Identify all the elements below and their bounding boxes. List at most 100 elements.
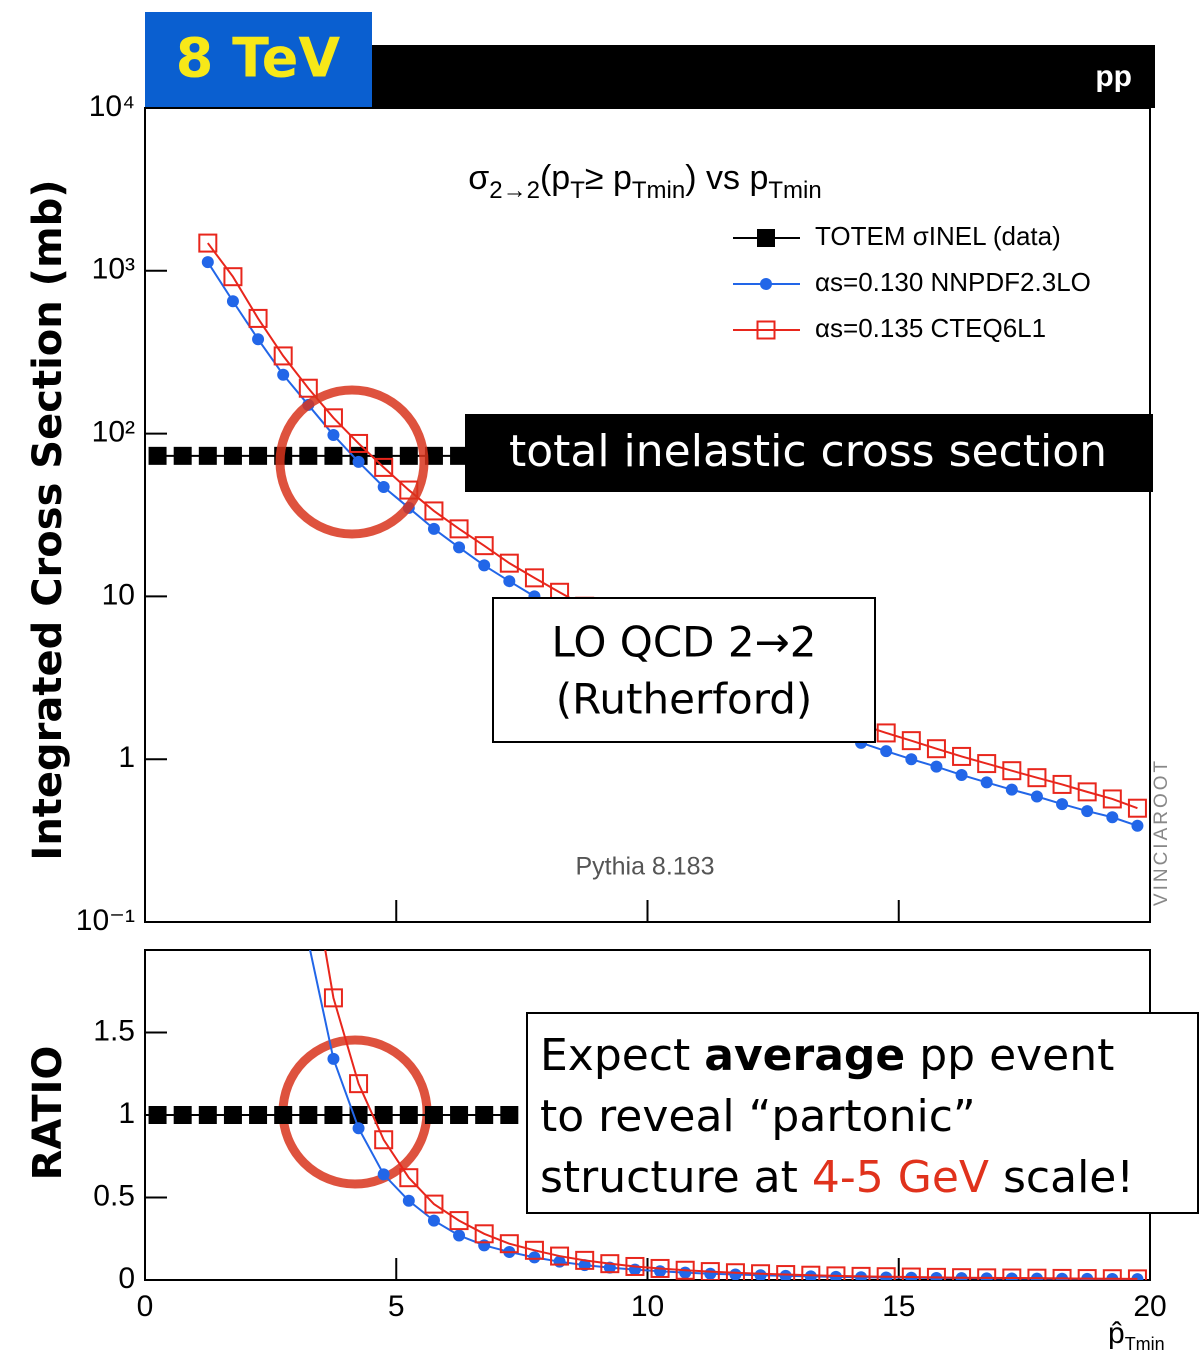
- title-text: σ: [468, 159, 489, 197]
- point: [352, 1122, 365, 1135]
- ratio-panel: 0 0.5 1 1.5 0 5 10 15 20: [93, 416, 1167, 1323]
- beam-label: pp: [1095, 60, 1132, 93]
- point: [499, 1234, 519, 1254]
- point: [1077, 782, 1097, 802]
- point: [503, 575, 516, 588]
- point: [499, 553, 519, 573]
- point: [1002, 1268, 1022, 1280]
- note-text: average: [704, 1030, 905, 1081]
- point: [729, 1268, 742, 1280]
- point: [453, 1229, 466, 1242]
- point: [424, 1106, 443, 1124]
- point: [905, 753, 918, 766]
- point: [399, 446, 418, 465]
- point: [700, 1262, 720, 1280]
- point: [424, 501, 444, 521]
- point: [449, 519, 469, 539]
- point: [352, 455, 365, 468]
- point: [1106, 811, 1119, 824]
- note-text: to reveal “partonic”: [540, 1091, 976, 1142]
- point: [374, 1106, 393, 1124]
- title-subscript: T: [570, 177, 585, 204]
- point: [427, 1214, 440, 1227]
- point: [1102, 789, 1122, 809]
- x-tick-label: 15: [882, 1290, 915, 1323]
- y-tick-label: 1.5: [93, 1014, 135, 1047]
- point: [675, 1260, 695, 1280]
- point: [952, 1268, 972, 1280]
- point: [173, 1106, 192, 1124]
- ratio-axis-title: RATIO: [25, 1046, 71, 1181]
- point: [275, 595, 292, 612]
- y-axis-title: Integrated Cross Section (mb): [25, 179, 71, 860]
- header-bar: [372, 45, 1155, 108]
- x-axis-title: p̂Tmin: [1108, 1317, 1165, 1354]
- y-tick-label: 1: [118, 741, 135, 774]
- point: [198, 1106, 217, 1124]
- point: [198, 233, 218, 253]
- point: [801, 1265, 821, 1280]
- point: [1056, 798, 1069, 811]
- point: [952, 746, 972, 766]
- point: [449, 1211, 469, 1231]
- point: [201, 256, 214, 269]
- point: [273, 346, 293, 366]
- title: σ2→2(pT≥ pTmin) vs pTmin: [468, 159, 821, 204]
- x-axis-title-sub: Tmin: [1125, 1334, 1165, 1354]
- point: [377, 1168, 390, 1181]
- point: [776, 1265, 796, 1280]
- model-label: (Rutherford): [556, 675, 813, 724]
- point: [650, 1258, 670, 1278]
- point: [424, 1194, 444, 1214]
- legend-marker: [756, 320, 776, 340]
- point: [453, 541, 466, 554]
- title-text: (p: [540, 159, 570, 197]
- point: [349, 1074, 369, 1094]
- note-text: structure at: [540, 1152, 812, 1203]
- point: [524, 568, 544, 588]
- point: [1030, 790, 1043, 803]
- note-text: scale!: [989, 1152, 1134, 1203]
- point: [299, 446, 318, 465]
- point: [300, 843, 317, 860]
- note-line: Expect average pp event: [540, 1030, 1114, 1081]
- point: [876, 723, 896, 743]
- point: [474, 536, 494, 556]
- point: [478, 1239, 491, 1252]
- point: [327, 429, 340, 442]
- band-label-box: [465, 414, 1153, 492]
- point: [302, 936, 314, 948]
- point: [1027, 1268, 1047, 1280]
- point: [173, 446, 192, 465]
- y-tick-label: 1: [118, 1097, 135, 1130]
- point: [901, 731, 921, 751]
- point: [450, 1106, 469, 1124]
- point: [1052, 1268, 1072, 1280]
- x-axis-title-main: p̂: [1108, 1317, 1125, 1350]
- point: [252, 416, 264, 428]
- point: [248, 308, 268, 328]
- point: [223, 267, 243, 287]
- note-line: structure at 4-5 GeV scale!: [540, 1152, 1134, 1203]
- point: [299, 1106, 318, 1124]
- point: [1002, 761, 1022, 781]
- title-text: ≥ p: [585, 159, 632, 197]
- point: [399, 1168, 419, 1188]
- y-tick-label: 10: [102, 578, 135, 611]
- point: [625, 1256, 645, 1276]
- model-label: LO QCD 2→2: [551, 618, 816, 667]
- note-text: 4-5 GeV: [812, 1152, 989, 1203]
- point: [298, 378, 318, 398]
- plot-area: [148, 416, 1147, 1280]
- point: [1027, 768, 1047, 788]
- point: [374, 457, 394, 477]
- point: [377, 480, 390, 493]
- energy-box: [145, 12, 372, 108]
- top-panel: 10⁻¹ 1 10 10² 10³ 10⁴ TOTEM σINEL (data) αs=0.1…: [76, 90, 1151, 937]
- point: [679, 1266, 692, 1279]
- point: [876, 1267, 896, 1280]
- point: [926, 739, 946, 759]
- point: [704, 1267, 717, 1280]
- point: [500, 1106, 519, 1124]
